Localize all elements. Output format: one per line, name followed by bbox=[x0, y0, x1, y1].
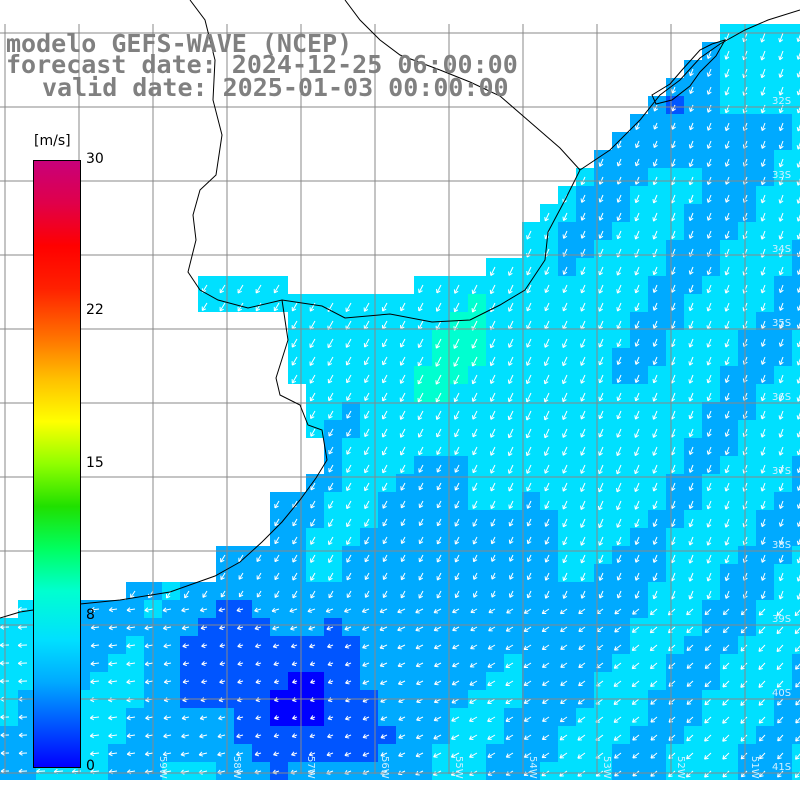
lon-label: 52W bbox=[675, 756, 686, 779]
colorbar-gradient bbox=[33, 160, 81, 768]
lat-label: 41S bbox=[772, 762, 791, 773]
lat-label: 38S bbox=[772, 540, 791, 551]
colorbar-tick-8: 8 bbox=[86, 607, 95, 623]
colorbar-tick-22: 22 bbox=[86, 302, 104, 318]
colorbar-tick-0: 0 bbox=[86, 758, 95, 774]
lon-label: 58W bbox=[231, 756, 242, 779]
lon-label: 59W bbox=[157, 756, 168, 779]
lat-label: 33S bbox=[772, 170, 791, 181]
lon-label: 51W bbox=[749, 756, 760, 779]
lon-label: 54W bbox=[527, 756, 538, 779]
colorbar-tick-15: 15 bbox=[86, 455, 104, 471]
lat-label: 39S bbox=[772, 614, 791, 625]
lat-label: 37S bbox=[772, 466, 791, 477]
title-valid-date: valid date: 2025-01-03 00:00:00 bbox=[42, 75, 509, 101]
lat-label: 35S bbox=[772, 318, 791, 329]
lon-label: 53W bbox=[601, 756, 612, 779]
lat-label: 40S bbox=[772, 688, 791, 699]
lon-label: 57W bbox=[305, 756, 316, 779]
colorbar-tick-30: 30 bbox=[86, 151, 104, 167]
lon-label: 56W bbox=[379, 756, 390, 779]
lat-label: 32S bbox=[772, 96, 791, 107]
lat-label: 34S bbox=[772, 244, 791, 255]
colorbar-unit: [m/s] bbox=[34, 133, 71, 149]
lon-label: 55W bbox=[453, 756, 464, 779]
lat-label: 36S bbox=[772, 392, 791, 403]
